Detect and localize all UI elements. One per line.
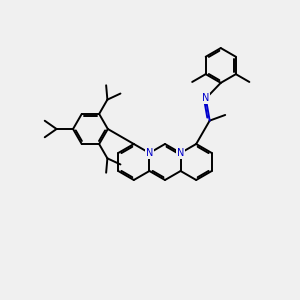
- Text: N: N: [202, 94, 209, 103]
- Text: N: N: [146, 148, 153, 158]
- Text: N: N: [177, 148, 184, 158]
